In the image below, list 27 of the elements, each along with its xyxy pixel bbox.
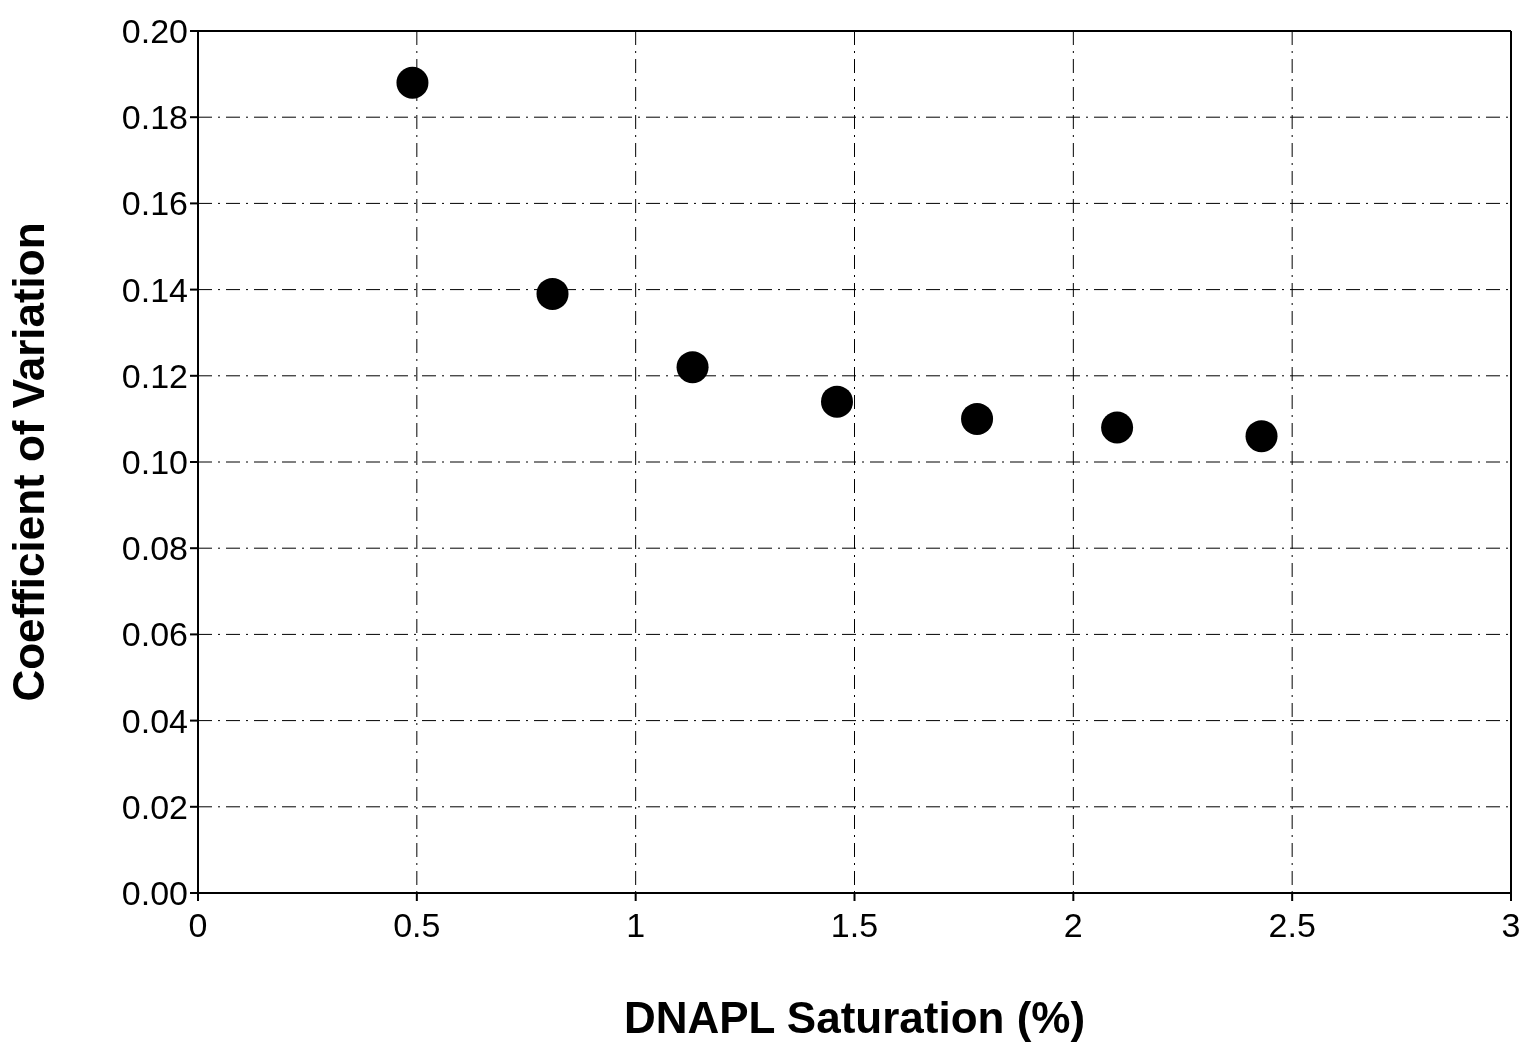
y-tick-label: 0.06	[121, 615, 188, 654]
y-tick-label: 0.10	[121, 443, 188, 482]
x-tick-label: 3	[1501, 906, 1521, 944]
x-tick-label: 2.5	[1268, 906, 1316, 944]
y-tick-label: 0.20	[121, 12, 188, 51]
point	[820, 385, 853, 418]
point	[536, 277, 569, 310]
x-tick-label: 1.5	[830, 906, 879, 944]
x-axis-title: DNAPL Saturation (%)	[623, 993, 1086, 1042]
x-tick-label: 1	[626, 906, 646, 944]
y-tick-label: 0.16	[121, 184, 188, 223]
y-tick-label: 0.08	[121, 529, 188, 568]
x-tick-label: 0.5	[393, 906, 441, 944]
x-tick-label: 0	[188, 906, 208, 944]
y-tick-label: 0.14	[121, 270, 188, 309]
y-tick-label: 0.12	[121, 356, 188, 395]
point	[961, 402, 994, 435]
point	[676, 351, 709, 384]
x-tick-label: 2	[1063, 906, 1083, 944]
y-tick-label: 0.04	[121, 701, 188, 740]
point	[1101, 411, 1134, 444]
point	[396, 66, 429, 99]
y-axis-title: Coefficient of Variation	[3, 222, 53, 702]
y-tick-label: 0.18	[121, 98, 188, 137]
y-tick-label: 0.00	[121, 874, 188, 913]
y-tick-label: 0.02	[121, 787, 188, 826]
point	[1245, 420, 1278, 453]
